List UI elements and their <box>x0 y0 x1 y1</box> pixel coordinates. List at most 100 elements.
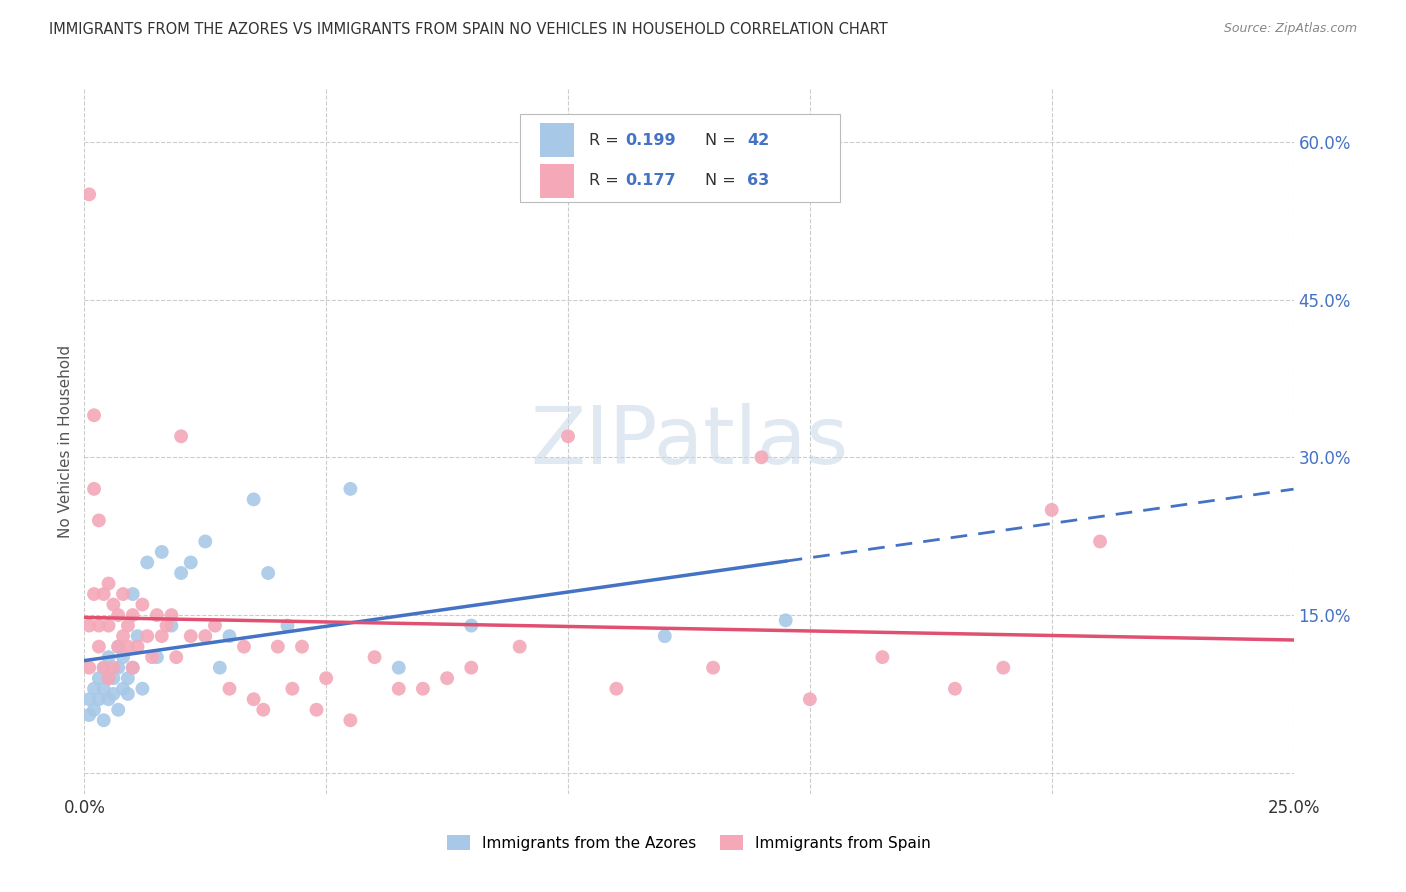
Point <box>170 566 193 580</box>
Point <box>257 566 280 580</box>
Point <box>180 629 202 643</box>
Point <box>107 703 129 717</box>
Point <box>150 629 173 643</box>
Point <box>83 703 105 717</box>
Point <box>103 671 125 685</box>
Point <box>218 629 240 643</box>
Point <box>87 692 110 706</box>
Point <box>775 613 797 627</box>
Point <box>291 640 314 654</box>
Text: 63: 63 <box>747 173 769 188</box>
Point <box>117 640 139 654</box>
Point <box>141 650 163 665</box>
Point <box>87 671 110 685</box>
Point <box>242 692 264 706</box>
Point <box>103 687 125 701</box>
Point <box>117 687 139 701</box>
Point <box>252 703 274 717</box>
Point <box>218 681 240 696</box>
Text: N =: N = <box>704 133 741 147</box>
Point <box>1088 534 1111 549</box>
Point <box>87 513 110 527</box>
Text: R =: R = <box>589 133 623 147</box>
Point <box>83 587 105 601</box>
Point <box>136 629 159 643</box>
Point <box>281 681 304 696</box>
Point <box>194 629 217 643</box>
Point <box>339 713 361 727</box>
Y-axis label: No Vehicles in Household: No Vehicles in Household <box>58 345 73 538</box>
Point <box>388 681 411 696</box>
Point <box>146 608 169 623</box>
Point <box>93 661 115 675</box>
Point <box>112 681 135 696</box>
Legend: Immigrants from the Azores, Immigrants from Spain: Immigrants from the Azores, Immigrants f… <box>441 829 936 856</box>
Point <box>305 703 328 717</box>
Point <box>77 708 100 723</box>
Point <box>77 692 100 706</box>
Point <box>339 482 361 496</box>
Point <box>107 640 129 654</box>
Point <box>872 650 894 665</box>
Point <box>799 692 821 706</box>
Point <box>267 640 290 654</box>
Point <box>1040 503 1063 517</box>
Point <box>943 681 966 696</box>
Point <box>315 671 337 685</box>
Point <box>97 650 120 665</box>
Point <box>112 587 135 601</box>
Point <box>436 671 458 685</box>
Text: ZIPatlas: ZIPatlas <box>530 402 848 481</box>
Point <box>107 640 129 654</box>
Point <box>460 618 482 632</box>
Point <box>557 429 579 443</box>
Point <box>388 661 411 675</box>
Point <box>160 618 183 632</box>
Point <box>204 618 226 632</box>
Point <box>83 409 105 423</box>
Point <box>605 681 627 696</box>
Point <box>180 556 202 570</box>
Point <box>127 629 149 643</box>
Point <box>993 661 1015 675</box>
Point <box>136 556 159 570</box>
Point <box>117 618 139 632</box>
Point <box>170 429 193 443</box>
Point <box>131 681 153 696</box>
Point <box>97 618 120 632</box>
Point <box>165 650 187 665</box>
Point <box>77 661 100 675</box>
FancyBboxPatch shape <box>520 114 841 202</box>
Text: Source: ZipAtlas.com: Source: ZipAtlas.com <box>1223 22 1357 36</box>
Point <box>117 671 139 685</box>
Point <box>155 618 177 632</box>
Point <box>150 545 173 559</box>
Point <box>93 713 115 727</box>
Point <box>751 450 773 465</box>
Point <box>160 608 183 623</box>
Point <box>77 187 100 202</box>
Point <box>77 618 100 632</box>
Point <box>93 681 115 696</box>
Point <box>654 629 676 643</box>
Point <box>97 671 120 685</box>
Point <box>242 492 264 507</box>
Point <box>97 692 120 706</box>
Point <box>412 681 434 696</box>
Point <box>146 650 169 665</box>
Point <box>103 598 125 612</box>
Point <box>93 661 115 675</box>
Point <box>131 598 153 612</box>
Point <box>97 671 120 685</box>
Point <box>83 482 105 496</box>
Point <box>702 661 724 675</box>
Point <box>460 661 482 675</box>
Text: 0.177: 0.177 <box>624 173 675 188</box>
FancyBboxPatch shape <box>540 123 574 157</box>
Point <box>276 618 298 632</box>
Point <box>127 640 149 654</box>
Text: 42: 42 <box>747 133 769 147</box>
Point <box>121 608 143 623</box>
Point <box>83 681 105 696</box>
Point <box>97 576 120 591</box>
